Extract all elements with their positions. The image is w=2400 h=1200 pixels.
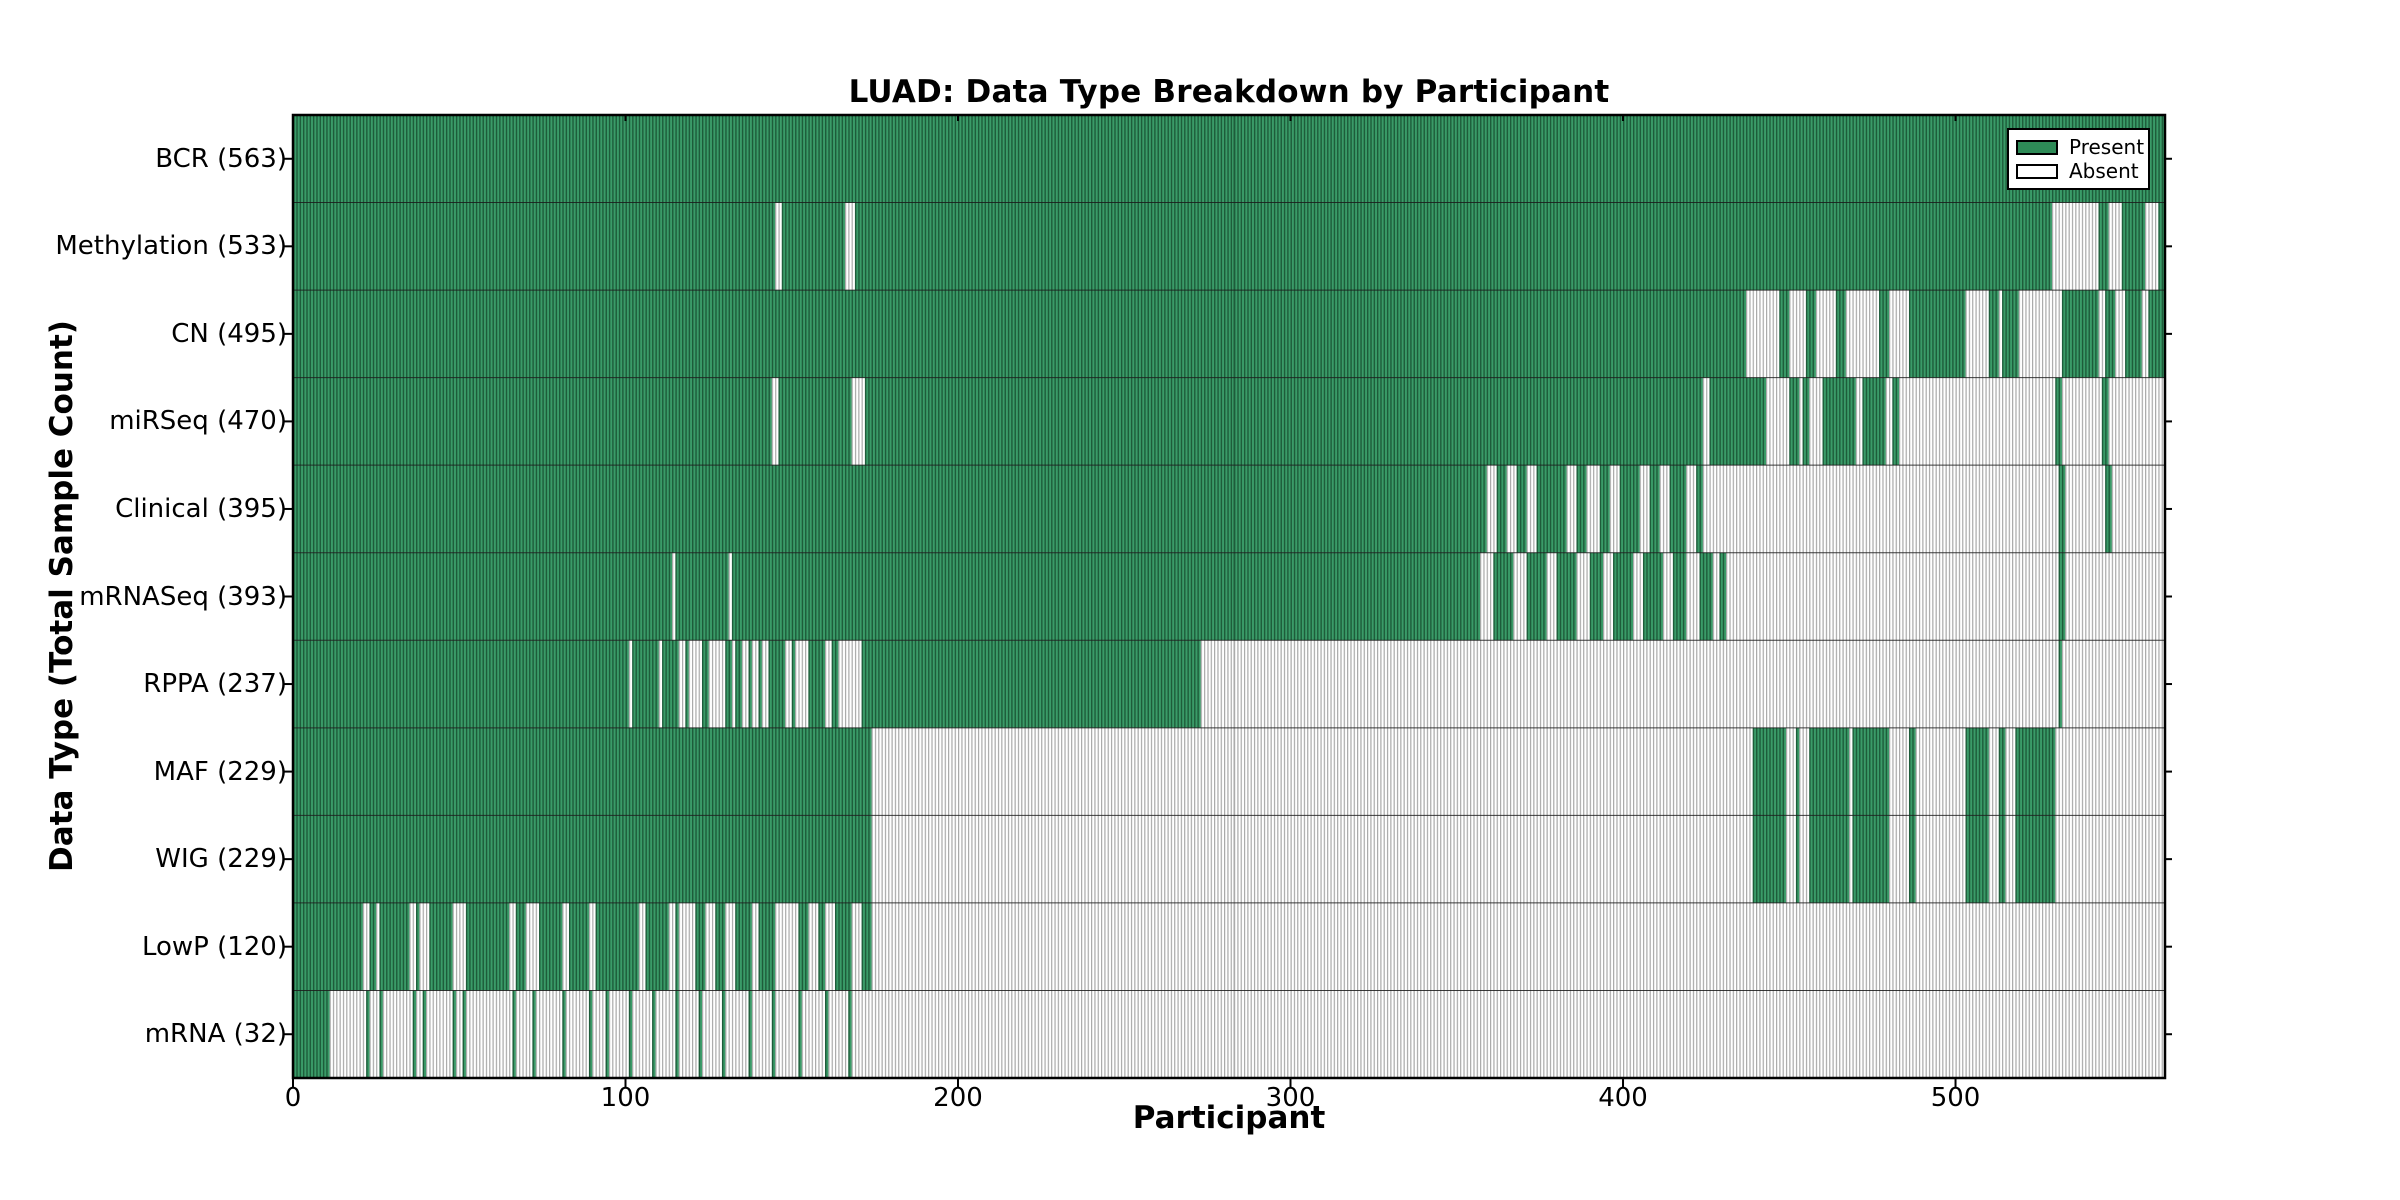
x-tick-label-400: 400 <box>1598 1083 1648 1113</box>
row-RPPA <box>293 640 2165 728</box>
row-BCR <box>293 115 2165 203</box>
x-tick-label-200: 200 <box>933 1083 983 1113</box>
legend: Present Absent <box>2007 128 2150 190</box>
legend-entry-absent: Absent <box>2016 161 2141 181</box>
x-tick-label-100: 100 <box>600 1083 651 1113</box>
y-tick-label-Methylation: Methylation (533) <box>55 231 287 262</box>
legend-swatch-present-icon <box>2016 139 2058 155</box>
y-tick-label-mRNA: mRNA (32) <box>144 1019 287 1050</box>
row-LowP <box>293 902 2165 991</box>
legend-swatch-absent-icon <box>2016 163 2058 179</box>
x-tick-label-0: 0 <box>284 1083 302 1113</box>
legend-label-present: Present <box>2069 135 2145 159</box>
legend-entry-present: Present <box>2016 135 2145 159</box>
x-tick-label-300: 300 <box>1265 1083 1316 1113</box>
y-tick-label-miRSeq: miRSeq (470) <box>109 406 287 437</box>
chart-title: LUAD: Data Type Breakdown by Participant <box>848 74 1610 110</box>
y-tick-label-RPPA: RPPA (237) <box>143 669 287 700</box>
y-tick-label-CN: CN (495) <box>171 318 287 349</box>
row-CN <box>293 290 2165 378</box>
legend-label-absent: Absent <box>2069 159 2139 183</box>
row-Methylation <box>293 202 2165 291</box>
row-Clinical <box>293 465 2165 553</box>
y-tick-label-MAF: MAF (229) <box>153 756 287 787</box>
row-mRNA <box>293 990 2165 1078</box>
y-axis-label: Data Type (Total Sample Count) <box>44 320 80 872</box>
row-WIG <box>293 815 2165 903</box>
x-tick-label-500: 500 <box>1930 1083 1981 1113</box>
row-miRSeq <box>293 377 2165 466</box>
y-tick-label-BCR: BCR (563) <box>155 143 287 174</box>
y-tick-label-Clinical: Clinical (395) <box>115 493 287 524</box>
y-tick-label-LowP: LowP (120) <box>141 931 287 962</box>
y-tick-label-mRNASeq: mRNASeq (393) <box>79 581 287 612</box>
row-MAF <box>293 727 2165 816</box>
x-axis-label: Participant <box>1132 1100 1326 1136</box>
y-tick-label-WIG: WIG (229) <box>155 844 287 875</box>
row-mRNASeq <box>293 552 2165 641</box>
